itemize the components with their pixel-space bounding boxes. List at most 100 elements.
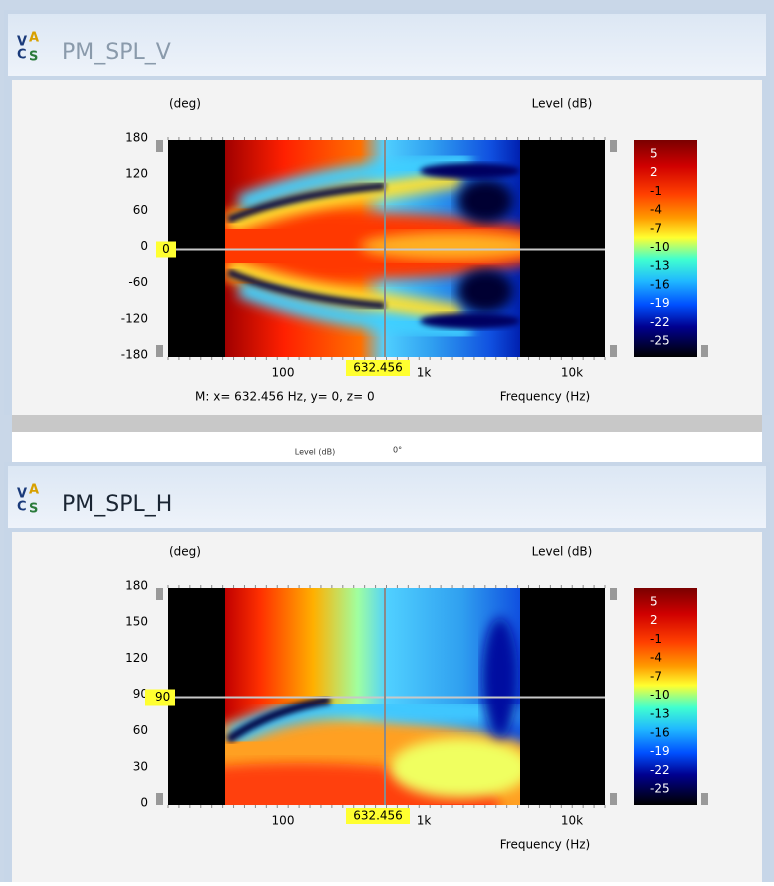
background-window: Level (dB) 0° (12, 432, 762, 462)
background-window-body (12, 432, 762, 462)
heat-cyan (236, 279, 472, 341)
logo-letter: C (17, 48, 27, 63)
window: V AC S PM_SPL_V (deg) Level (dB) 180 120 60 0 -60 -… (4, 10, 770, 415)
colorbar-tick-label: -7 (650, 669, 662, 683)
y-tick-label: 60 (133, 723, 148, 737)
y-tick-label: 120 (125, 167, 148, 181)
colorbar-label: Level (dB) (532, 97, 593, 111)
cursor-x-box (346, 808, 410, 824)
scroll-band (12, 415, 762, 432)
frame-handle (156, 345, 163, 357)
colorbar-label: Level (dB) (532, 545, 593, 559)
colorbar-tick-label: 5 (650, 595, 658, 609)
heat-null (226, 182, 386, 224)
y-tick-label: -120 (121, 311, 148, 325)
logo-letter: A (29, 31, 39, 46)
window: V AC S PM_SPL_H (deg) Level (dB) 180 150 120 90 60… (4, 462, 770, 882)
cursor-x-label: 632.456 (353, 361, 403, 375)
y-tick-label: 150 (125, 615, 148, 629)
x-tick-label: 1k (417, 366, 432, 380)
colorbar-handle (701, 345, 708, 357)
title-bar (8, 14, 766, 76)
y-tick-label: 60 (133, 203, 148, 217)
background-text: Level (dB) (295, 448, 335, 457)
window-title: PM_SPL_V (62, 40, 171, 65)
y-tick-label: 30 (133, 759, 148, 773)
colorbar-tick-label: -19 (650, 296, 670, 310)
status-line: M: x= 632.456 Hz, y= 0, z= 0 (195, 390, 375, 404)
heat-dark (457, 269, 513, 313)
logo-letter: S (29, 502, 38, 517)
heat-null (226, 268, 386, 310)
colorbar-tick-label: -13 (650, 259, 670, 273)
cursor-y-label: 90 (155, 690, 170, 704)
frame-handle (610, 588, 617, 600)
frame-handle (156, 588, 163, 600)
heat-lower (390, 738, 520, 798)
frame-handle (610, 793, 617, 805)
logo-letter: V (17, 487, 27, 502)
frame-handle (156, 140, 163, 152)
heat-dark (482, 618, 518, 738)
y-tick-label: 0 (140, 239, 148, 253)
y-tick-label: -60 (128, 275, 148, 289)
colorbar-tick-label: -13 (650, 707, 670, 721)
x-axis-label: Frequency (Hz) (500, 390, 591, 404)
y-tick-label: -180 (121, 348, 148, 362)
colorbar-tick-label: -4 (650, 203, 662, 217)
logo-letter: C (17, 500, 27, 515)
colorbar (634, 588, 697, 805)
colorbar-handle (701, 793, 708, 805)
x-tick-label: 100 (272, 814, 295, 828)
x-axis-label: Frequency (Hz) (500, 838, 591, 852)
logo-letter: V (17, 35, 27, 50)
frame-handle (156, 793, 163, 805)
colorbar-tick-label: -25 (650, 334, 670, 348)
heat-dark (457, 179, 513, 223)
heat-dark (420, 313, 520, 329)
window-title: PM_SPL_H (62, 492, 172, 517)
colorbar (634, 140, 697, 357)
cursor-x-box (346, 360, 410, 376)
cursor-y-label: 0 (162, 242, 170, 256)
x-tick-label: 10k (561, 814, 583, 828)
heat-null (225, 696, 331, 744)
y-axis-label: (deg) (169, 97, 201, 111)
x-tick-label: 1k (417, 814, 432, 828)
colorbar-tick-label: -1 (650, 632, 662, 646)
frame-handle (610, 345, 617, 357)
heat-cyan (236, 151, 472, 213)
colorbar-tick-label: 2 (650, 165, 658, 179)
colorbar-tick-label: -4 (650, 651, 662, 665)
heat-band (360, 232, 520, 260)
colorbar-tick-label: -16 (650, 277, 670, 291)
colorbar-tick-label: -7 (650, 221, 662, 235)
y-axis-label: (deg) (169, 545, 201, 559)
colorbar-tick-label: -16 (650, 725, 670, 739)
y-tick-label: 120 (125, 651, 148, 665)
cursor-x-label: 632.456 (353, 809, 403, 823)
cursor-y-box (156, 241, 176, 258)
cursor-y-box (145, 689, 175, 706)
x-tick-label: 100 (272, 366, 295, 380)
colorbar-tick-label: -22 (650, 763, 670, 777)
colorbar-tick-label: 2 (650, 613, 658, 627)
frame-handle (610, 140, 617, 152)
colorbar-tick-label: -25 (650, 782, 670, 796)
y-tick-label: 0 (140, 796, 148, 810)
title-bar (8, 466, 766, 528)
y-tick-label: 180 (125, 131, 148, 145)
colorbar-tick-label: 5 (650, 147, 658, 161)
heatmap-fill (225, 140, 520, 357)
logo-letter: S (29, 50, 38, 65)
colorbar-tick-label: -10 (650, 688, 670, 702)
background-text: 0° (393, 446, 402, 455)
colorbar-tick-label: -22 (650, 315, 670, 329)
logo-letter: A (29, 483, 39, 498)
colorbar-tick-label: -19 (650, 744, 670, 758)
y-tick-label: 180 (125, 579, 148, 593)
heat-dark (420, 163, 520, 179)
y-tick-label: 90 (133, 687, 148, 701)
